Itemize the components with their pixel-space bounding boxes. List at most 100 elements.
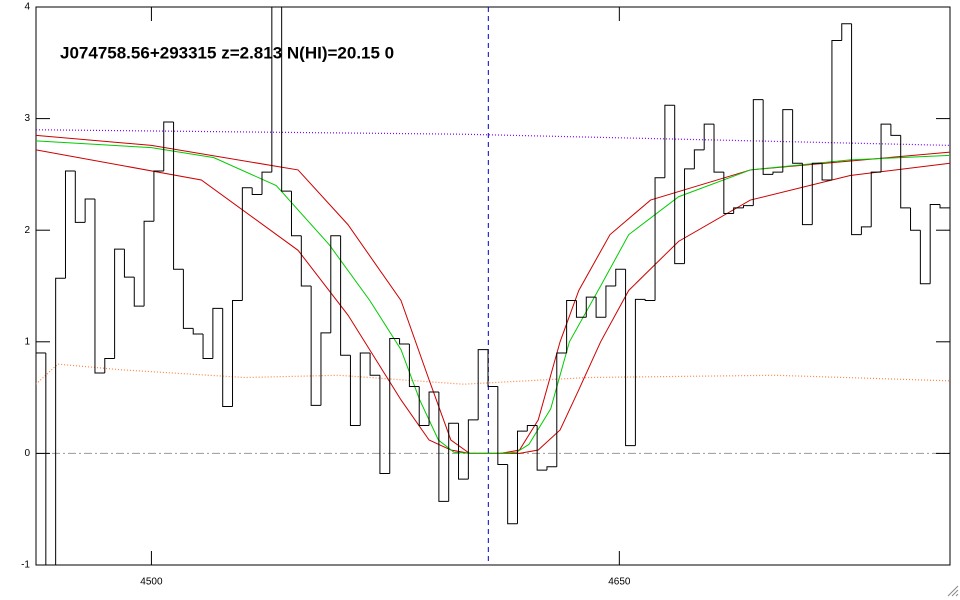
flux-step: [123, 249, 135, 278]
flux-step: [300, 235, 312, 287]
flux-step: [202, 333, 213, 360]
model-curve: [36, 363, 950, 385]
flux-step: [556, 352, 567, 467]
flux-step: [516, 430, 528, 524]
flux-step: [55, 277, 66, 565]
flux-step: [458, 423, 469, 480]
flux-step: [418, 386, 430, 426]
flux-step: [772, 171, 783, 175]
flux-step: [389, 337, 400, 474]
flux-step: [271, 7, 273, 173]
flux-step: [919, 230, 931, 285]
flux-step: [281, 7, 292, 192]
flux-step: [133, 277, 145, 307]
flux-step: [821, 163, 832, 181]
flux-step: [801, 163, 813, 226]
flux-step: [782, 109, 793, 173]
flux-step: [939, 204, 950, 209]
flux-step: [173, 121, 184, 270]
flux-step: [153, 170, 164, 222]
flux-step: [713, 124, 724, 173]
flux-step: [104, 358, 115, 374]
model-curve: [36, 140, 950, 454]
x-tick-label: 4500: [140, 577, 163, 588]
flux-step: [536, 425, 547, 471]
x-tick-label: 4650: [608, 577, 631, 588]
flux-step: [310, 286, 321, 406]
flux-step: [870, 171, 882, 227]
flux-step: [684, 168, 695, 264]
flux-step: [762, 99, 773, 175]
flux-step: [349, 355, 361, 426]
flux-step: [644, 299, 656, 302]
flux-step: [163, 121, 174, 172]
flux-step: [693, 149, 705, 169]
flux-step: [448, 422, 459, 502]
flux-step: [674, 105, 685, 265]
flux-step: [64, 170, 76, 279]
plot-area: [36, 7, 950, 565]
flux-step: [330, 235, 341, 333]
flux-step: [851, 23, 862, 236]
flux-step: [546, 466, 557, 471]
flux-step: [792, 109, 803, 164]
flux-step: [477, 349, 489, 420]
flux-step: [841, 23, 852, 41]
flux-step: [261, 171, 272, 195]
flux-step: [703, 123, 715, 150]
y-tick-label: 4: [24, 2, 30, 13]
flux-step: [399, 338, 410, 345]
flux-step: [733, 207, 744, 214]
y-tick-label: 0: [24, 448, 30, 459]
flux-step: [900, 135, 911, 209]
annotation: J074758.56+293315 z=2.813 N(HI)=20.15 0: [60, 43, 394, 62]
flux-step: [910, 207, 921, 231]
flux-step: [929, 204, 941, 284]
flux-step: [860, 226, 872, 235]
flux-step: [654, 177, 665, 301]
flux-step: [45, 352, 47, 565]
flux-step: [890, 124, 901, 136]
flux-step: [664, 104, 675, 178]
flux-step: [880, 123, 891, 173]
flux-step: [467, 419, 479, 480]
flux-step: [143, 220, 154, 307]
flux-step: [625, 269, 636, 447]
flux-step: [634, 298, 646, 446]
flux-step: [232, 300, 243, 407]
y-tick-label: -1: [21, 560, 30, 571]
flux-step: [320, 332, 331, 406]
flux-step: [811, 162, 823, 225]
flux-step: [566, 300, 577, 353]
flux-step: [507, 464, 518, 525]
resize-grip: [947, 585, 959, 597]
flux-step: [369, 352, 380, 376]
y-tick-label: 1: [24, 336, 30, 347]
flux-step: [595, 297, 606, 318]
flux-step: [408, 344, 420, 387]
flux-step: [241, 187, 253, 301]
flux-step: [379, 375, 390, 474]
flux-step: [487, 349, 498, 387]
flux-step: [585, 296, 597, 318]
flux-step: [615, 268, 626, 286]
flux-step: [605, 285, 616, 318]
flux-step: [192, 328, 204, 335]
flux-step: [290, 191, 302, 237]
y-tick-label: 3: [24, 113, 30, 124]
model-curve: [36, 149, 950, 454]
flux-step: [340, 235, 351, 356]
flux-step: [742, 205, 754, 208]
flux-step: [723, 172, 734, 214]
flux-step: [222, 308, 233, 408]
plot-frame: [35, 6, 951, 566]
flux-step: [359, 352, 371, 426]
flux-step: [94, 198, 105, 374]
flux-step: [526, 425, 538, 432]
flux-step: [438, 392, 449, 502]
flux-step: [428, 391, 439, 426]
flux-step: [251, 187, 263, 195]
flux-step: [182, 269, 194, 329]
y-tick-label: 2: [24, 225, 30, 236]
